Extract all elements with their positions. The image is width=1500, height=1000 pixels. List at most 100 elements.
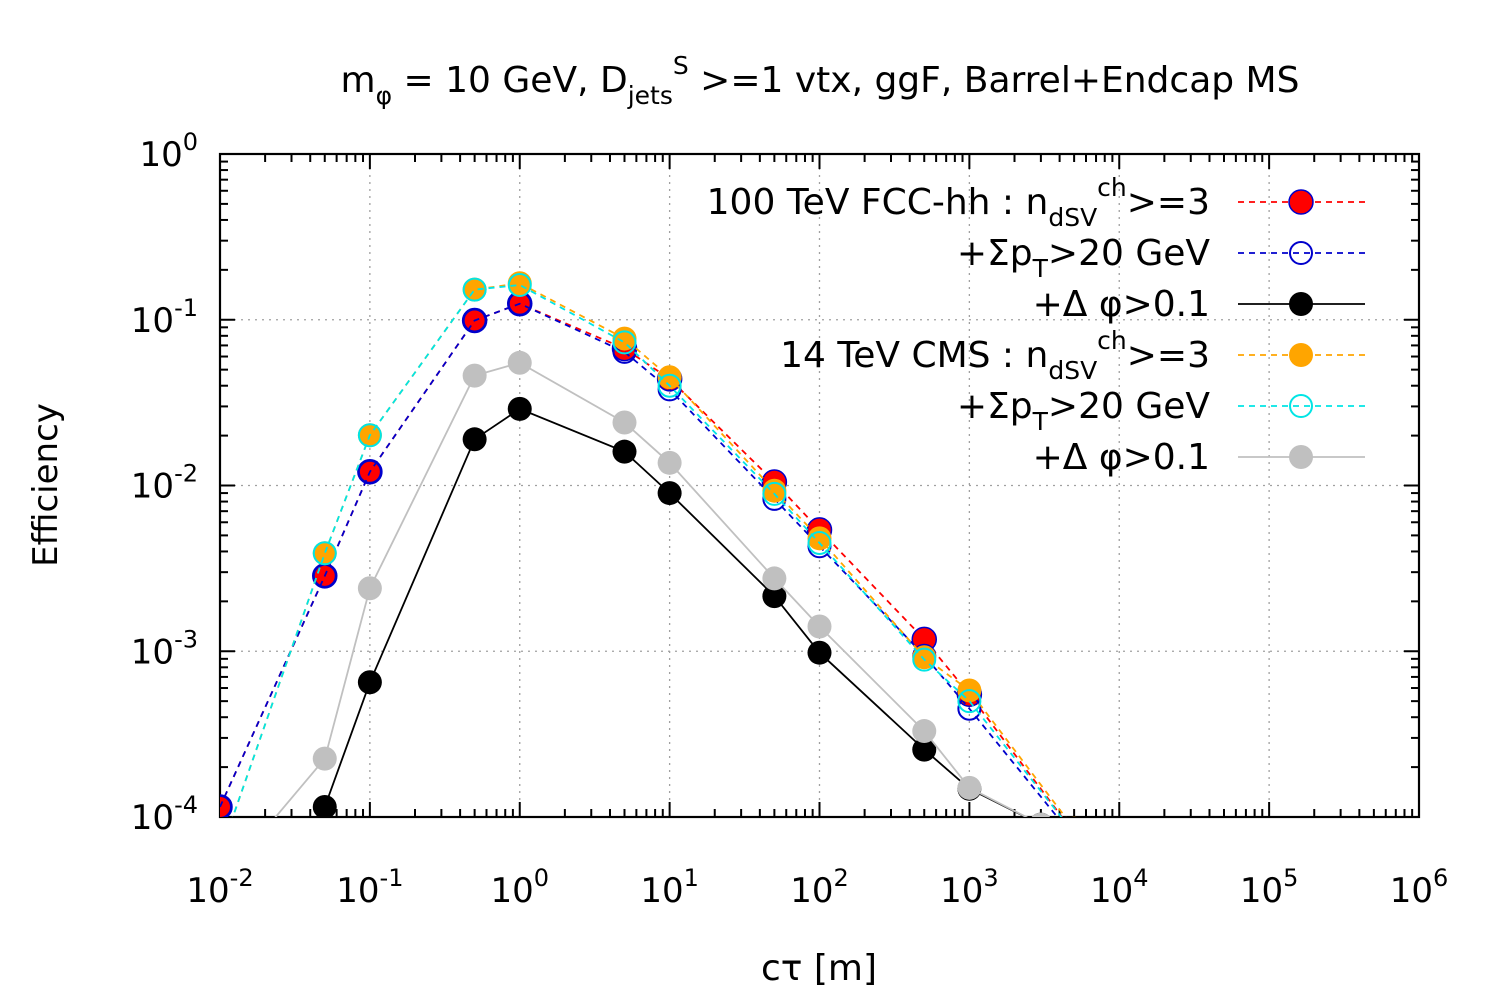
- legend-label-sub: T: [1032, 407, 1049, 436]
- series-5: [231, 273, 1063, 817]
- x-tick-exponent: 1: [684, 864, 699, 892]
- series-6: [274, 350, 1051, 817]
- data-point: [912, 719, 937, 744]
- data-series: [220, 271, 1077, 817]
- legend-marker: [1289, 292, 1313, 316]
- legend-marker: [1288, 189, 1314, 215]
- x-tick-label: 10-2: [186, 864, 253, 911]
- y-tick-label: 10-4: [131, 791, 198, 838]
- title-tail: >=1 vtx, ggF, Barrel+Endcap MS: [689, 60, 1300, 101]
- data-point: [312, 746, 337, 771]
- y-tick-base: 10: [139, 135, 182, 175]
- y-tick-exponent: -1: [174, 294, 198, 322]
- data-point: [462, 427, 487, 452]
- legend-label-main: +Δ φ>0.1: [1033, 284, 1210, 325]
- x-tick-base: 10: [640, 871, 683, 911]
- legend-label-main: 14 TeV CMS : n: [780, 335, 1048, 376]
- data-point: [507, 273, 532, 298]
- data-point: [612, 410, 637, 435]
- title-mid-sup: S: [673, 51, 689, 80]
- legend-label-main: +Σp: [957, 386, 1033, 427]
- x-tick-label: 106: [1390, 864, 1449, 911]
- x-tick-base: 10: [790, 871, 833, 911]
- data-point: [807, 640, 832, 665]
- legend-label-main: +Σp: [957, 233, 1033, 274]
- x-tick-label: 100: [490, 864, 549, 911]
- x-tick-base: 10: [1240, 871, 1283, 911]
- x-tick-label: 104: [1090, 864, 1149, 911]
- legend-label-sub: dSV: [1048, 203, 1097, 232]
- data-point: [657, 450, 682, 475]
- y-tick-label: 10-1: [131, 294, 198, 341]
- legend-label: +Δ φ>0.1: [1033, 437, 1210, 478]
- legend-label-main: +Δ φ>0.1: [1033, 437, 1210, 478]
- data-point: [762, 584, 787, 609]
- data-point: [657, 365, 682, 390]
- tick-labels: 10-2 10-1 100 101 102 103 104 105 10610-410-310-…: [131, 128, 1448, 911]
- legend-label: +Δ φ>0.1: [1033, 284, 1210, 325]
- ticks: [219, 153, 1420, 818]
- x-tick-exponent: 2: [833, 864, 848, 892]
- data-point: [462, 363, 487, 388]
- data-point: [762, 481, 787, 506]
- y-tick-base: 10: [131, 632, 174, 672]
- x-tick-exponent: -1: [380, 864, 404, 892]
- legend-entry-1: 100 TeV FCC-hh : ndSVch>=3: [707, 173, 1365, 232]
- y-tick-exponent: -4: [174, 791, 198, 819]
- legend-entry-6: +Δ φ>0.1: [1033, 437, 1365, 478]
- legend-entry-2: +ΣpT>20 GeV: [957, 233, 1365, 283]
- x-axis-label: cτ [m]: [761, 948, 877, 989]
- data-point: [357, 670, 382, 695]
- data-point: [657, 481, 682, 506]
- legend-label: 14 TeV CMS : ndSVch>=3: [780, 326, 1210, 385]
- legend-label-sup: ch: [1097, 173, 1127, 202]
- title-base-sub: φ: [376, 81, 393, 110]
- y-tick-label: 10-3: [131, 625, 198, 672]
- x-tick-base: 10: [1090, 871, 1133, 911]
- data-point: [357, 576, 382, 601]
- y-axis-label: Efficiency: [26, 403, 66, 567]
- x-tick-base: 10: [1390, 871, 1433, 911]
- x-tick-exponent: 6: [1433, 864, 1448, 892]
- data-point: [1031, 812, 1051, 817]
- data-point: [1071, 816, 1077, 817]
- legend-label-sub: T: [1032, 254, 1049, 283]
- x-tick-exponent: 4: [1133, 864, 1148, 892]
- legend-label-sub: dSV: [1048, 356, 1097, 385]
- data-point: [612, 330, 637, 355]
- x-tick-label: 10-1: [336, 864, 403, 911]
- x-tick-base: 10: [490, 871, 533, 911]
- data-point: [312, 541, 337, 566]
- legend-label-post: >20 GeV: [1048, 233, 1210, 274]
- data-point: [357, 459, 382, 484]
- x-tick-exponent: 3: [983, 864, 998, 892]
- title-mid-sub: jets: [627, 81, 673, 110]
- data-point: [807, 614, 832, 639]
- data-point: [807, 526, 832, 551]
- x-tick-label: 103: [940, 864, 999, 911]
- data-point: [357, 423, 382, 448]
- y-tick-base: 10: [131, 467, 174, 507]
- data-point: [507, 350, 532, 375]
- legend-marker: [1289, 343, 1313, 367]
- x-tick-base: 10: [336, 871, 379, 911]
- legend-label-sup: ch: [1097, 326, 1127, 355]
- x-tick-label: 101: [640, 864, 699, 911]
- series-line: [274, 361, 1029, 817]
- legend-marker: [1289, 241, 1313, 265]
- data-point: [912, 647, 937, 672]
- data-point: [957, 775, 982, 800]
- legend-label-post: >=3: [1127, 335, 1210, 376]
- legend: 100 TeV FCC-hh : ndSVch>=3+ΣpT>20 GeV+Δ …: [707, 173, 1365, 478]
- x-tick-base: 10: [940, 871, 983, 911]
- y-tick-exponent: -2: [174, 460, 198, 488]
- legend-marker: [1289, 394, 1313, 418]
- legend-marker: [1289, 445, 1313, 469]
- legend-label-post: >20 GeV: [1048, 386, 1210, 427]
- x-tick-exponent: 5: [1283, 864, 1298, 892]
- legend-label-post: >=3: [1127, 182, 1210, 223]
- data-point: [312, 794, 337, 817]
- data-point: [462, 277, 487, 302]
